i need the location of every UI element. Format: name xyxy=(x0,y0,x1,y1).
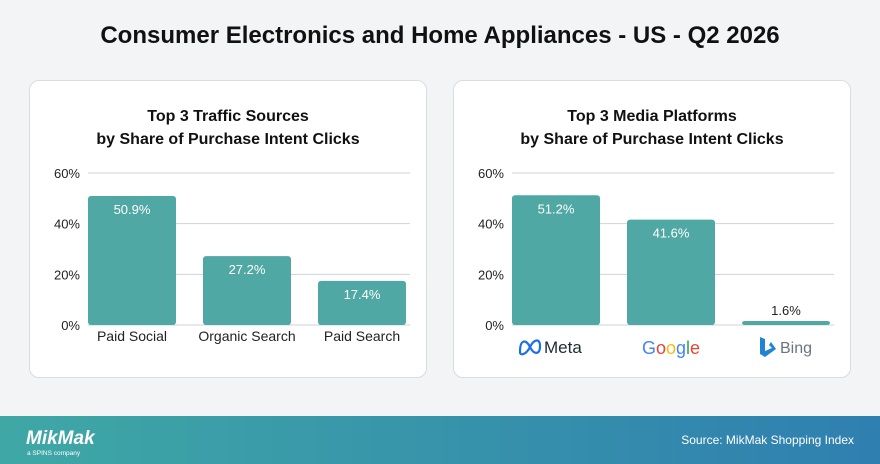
source-note: Source: MikMak Shopping Index xyxy=(681,433,854,447)
bar-value-label: 27.2% xyxy=(229,262,266,277)
x-tick-label: Google xyxy=(642,338,700,358)
chart-title-line-2: by Share of Purchase Intent Clicks xyxy=(520,131,784,148)
bar xyxy=(512,195,600,325)
bar xyxy=(627,219,715,325)
bar-value-label: 17.4% xyxy=(344,287,381,302)
meta-logo-icon: Meta xyxy=(518,338,582,357)
x-tick-label: Bing xyxy=(780,340,812,357)
bar xyxy=(742,320,830,325)
chart-title: Top 3 Traffic Sources by Share of Purcha… xyxy=(30,105,426,151)
media-platforms-chart-card: Top 3 Media Platforms by Share of Purcha… xyxy=(453,80,851,378)
chart-title-line-1: Top 3 Traffic Sources xyxy=(147,108,309,125)
x-tick-label: Meta xyxy=(544,338,582,357)
bar-value-label: 50.9% xyxy=(114,202,151,217)
footer-bar: MikMak a SPINS company Source: MikMak Sh… xyxy=(0,416,880,464)
y-tick-label: 40% xyxy=(478,217,504,232)
chart-title-line-1: Top 3 Media Platforms xyxy=(567,108,737,125)
y-tick-label: 60% xyxy=(54,166,80,181)
logo-subtext: a SPINS company xyxy=(27,450,81,457)
traffic-sources-bar-chart: 0% 20% 40% 60% 50.9% Paid Social 27.2% Organic … xyxy=(54,166,410,344)
google-logo-icon: Google xyxy=(642,338,700,358)
chart-title-line-2: by Share of Purchase Intent Clicks xyxy=(96,131,360,148)
y-tick-label: 20% xyxy=(478,267,504,282)
x-tick-label: Paid Search xyxy=(324,328,400,344)
y-tick-label: 40% xyxy=(54,217,80,232)
media-platforms-bar-chart: 0% 20% 40% 60% 51.2% Meta 41.6% Google 1.6% Bing xyxy=(478,166,834,358)
y-tick-label: 60% xyxy=(478,166,504,181)
bar-value-label: 1.6% xyxy=(771,303,801,318)
x-tick-label: Organic Search xyxy=(198,328,295,344)
y-tick-label: 0% xyxy=(61,318,80,333)
traffic-sources-chart-card: Top 3 Traffic Sources by Share of Purcha… xyxy=(29,80,427,378)
page-title: Consumer Electronics and Home Appliances… xyxy=(100,22,780,49)
logo-text: MikMak xyxy=(26,428,96,449)
bar xyxy=(318,280,406,325)
bar-value-label: 51.2% xyxy=(538,201,575,216)
bar xyxy=(88,196,176,325)
bing-logo-icon: Bing xyxy=(760,337,812,357)
y-tick-label: 20% xyxy=(54,267,80,282)
chart-title: Top 3 Media Platforms by Share of Purcha… xyxy=(454,105,850,151)
bar-value-label: 41.6% xyxy=(653,226,690,241)
x-tick-label: Paid Social xyxy=(97,328,167,344)
bar xyxy=(203,256,291,325)
y-tick-label: 0% xyxy=(485,318,504,333)
mikmak-logo-icon: MikMak a SPINS company xyxy=(26,428,96,457)
